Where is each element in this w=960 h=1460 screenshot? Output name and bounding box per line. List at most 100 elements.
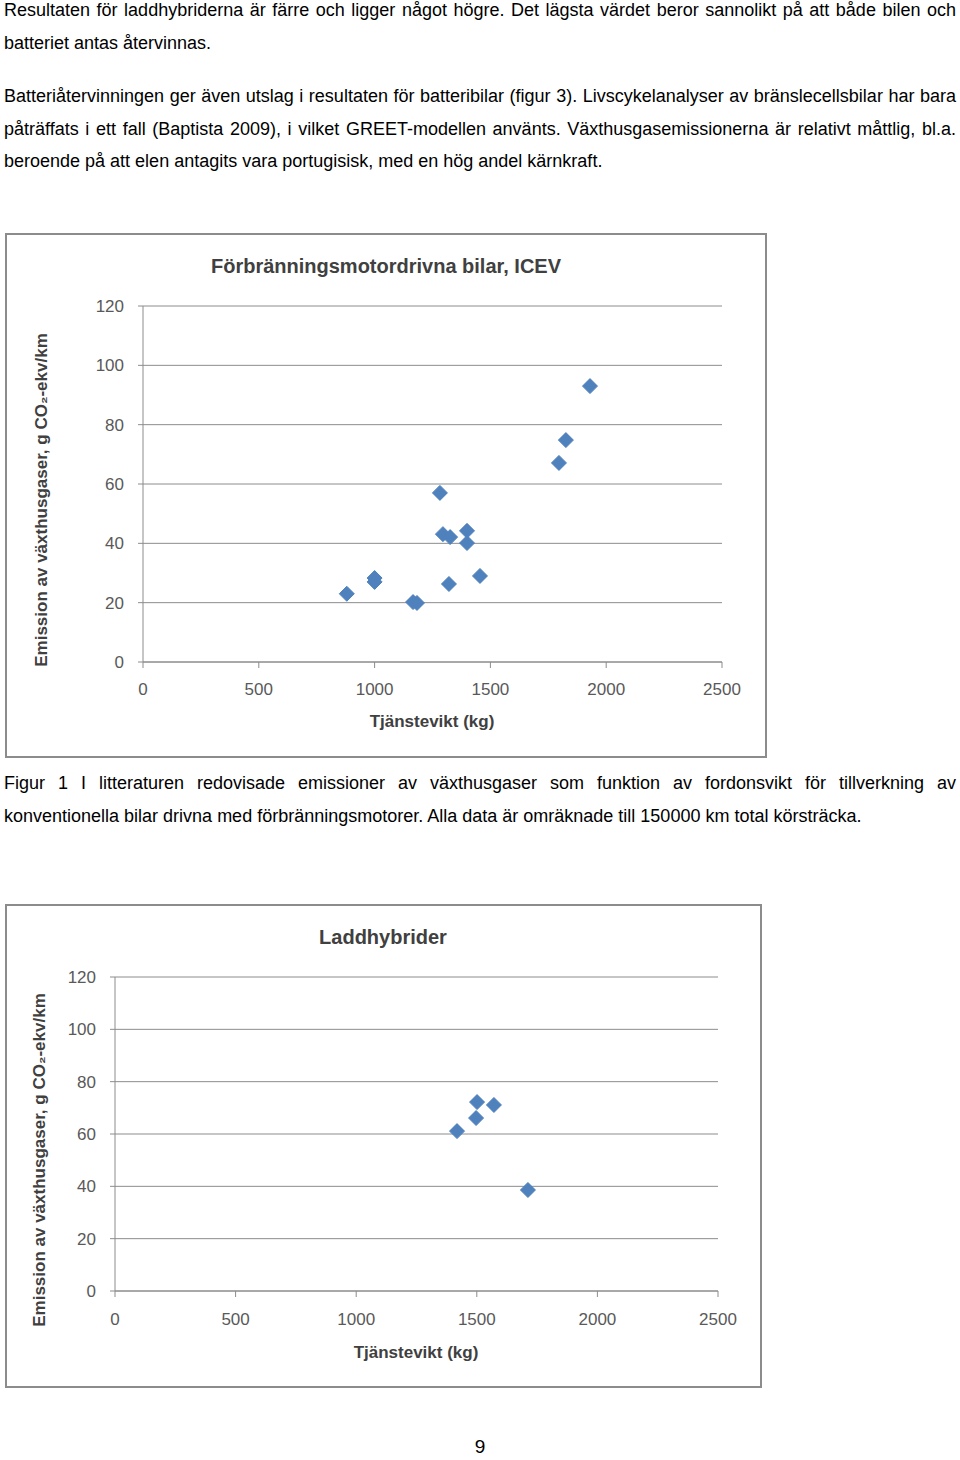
grid-line [143, 543, 722, 544]
grid-line [115, 1238, 718, 1239]
y-axis [143, 306, 144, 662]
data-point [409, 595, 424, 610]
y-tick-label: 80 [77, 1073, 96, 1092]
x-tick-label: 1500 [458, 1310, 496, 1329]
points [450, 1095, 536, 1198]
data-point [558, 433, 573, 448]
y-tick-label: 0 [87, 1282, 96, 1301]
data-point [443, 530, 458, 545]
grid-line [115, 977, 718, 978]
grid-line [115, 1029, 718, 1030]
data-point [441, 576, 456, 591]
data-point [520, 1182, 535, 1197]
x-tick [490, 662, 491, 668]
x-tick-label: 0 [110, 1310, 119, 1329]
y-tick [110, 977, 115, 978]
x-tick [597, 1291, 598, 1297]
y-tick-label: 100 [96, 356, 124, 375]
data-point [432, 485, 447, 500]
y-axis [115, 977, 116, 1291]
paragraph: Batteriåtervinningen ger även utslag i r… [4, 80, 956, 178]
data-point [472, 568, 487, 583]
chart-frame [6, 905, 761, 1387]
grid-line [143, 602, 722, 603]
y-tick [138, 306, 143, 307]
points [339, 379, 597, 611]
y-tick-label: 120 [96, 297, 124, 316]
grid-line [143, 662, 722, 663]
y-tick [110, 1029, 115, 1030]
data-point [582, 379, 597, 394]
data-point [470, 1095, 485, 1110]
y-tick [138, 424, 143, 425]
y-tick-label: 40 [105, 534, 124, 553]
grid-line [115, 1186, 718, 1187]
paragraph: Resultaten för laddhybriderna är färre o… [4, 0, 956, 59]
page-number: 9 [0, 1436, 960, 1458]
x-tick [258, 662, 259, 668]
y-tick-label: 20 [77, 1230, 96, 1249]
y-tick-label: 120 [68, 968, 96, 987]
y-tick [110, 1291, 115, 1292]
x-tick-label: 2500 [699, 1310, 737, 1329]
y-tick [110, 1186, 115, 1187]
x-tick-label: 1000 [337, 1310, 375, 1329]
y-tick [110, 1081, 115, 1082]
x-tick [374, 662, 375, 668]
chart: 02040608010012005001000150020002500Laddh… [5, 904, 762, 1388]
x-tick [115, 1291, 116, 1297]
x-tick [722, 662, 723, 668]
x-tick [143, 662, 144, 668]
data-point [551, 455, 566, 470]
x-tick [606, 662, 607, 668]
y-tick [138, 662, 143, 663]
grid-line [143, 424, 722, 425]
y-tick [110, 1238, 115, 1239]
chart-title: Laddhybrider [319, 926, 447, 948]
x-axis-label: Tjänstevikt (kg) [354, 1343, 479, 1362]
x-tick-label: 2000 [578, 1310, 616, 1329]
x-axis [115, 1291, 718, 1292]
grid-line [143, 365, 722, 366]
x-tick [356, 1291, 357, 1297]
y-tick-label: 100 [68, 1020, 96, 1039]
x-tick-label: 2000 [587, 680, 625, 699]
data-point [460, 536, 475, 551]
x-tick-label: 0 [138, 680, 147, 699]
x-tick-label: 2500 [703, 680, 741, 699]
chart: 0 20 40 60 80 100 120 0 500 1000 1500 2000 2500 Förbr… [5, 233, 767, 758]
x-axis [143, 662, 722, 663]
y-tick-label: 20 [105, 594, 124, 613]
x-tick [235, 1291, 236, 1297]
y-tick [138, 543, 143, 544]
y-tick [138, 484, 143, 485]
data-point [367, 574, 382, 589]
y-tick [110, 1134, 115, 1135]
grid-line [143, 484, 722, 485]
x-axis-label: Tjänstevikt (kg) [370, 712, 495, 731]
grid-line [115, 1081, 718, 1082]
x-tick-label: 1500 [471, 680, 509, 699]
data-point [486, 1097, 501, 1112]
y-tick-label: 0 [115, 653, 124, 672]
y-tick [138, 602, 143, 603]
chart-title: Förbränningsmotordrivna bilar, ICEV [211, 255, 562, 277]
data-point [469, 1111, 484, 1126]
grid-line [115, 1291, 718, 1292]
data-point [339, 586, 354, 601]
y-tick-label: 60 [105, 475, 124, 494]
figure-caption: Figur 1 I litteraturen redovisade emissi… [4, 767, 956, 832]
data-point [450, 1124, 465, 1139]
x-tick [476, 1291, 477, 1297]
y-tick-label: 40 [77, 1177, 96, 1196]
grid-line [115, 1134, 718, 1135]
x-tick-label: 500 [221, 1310, 249, 1329]
y-tick [138, 365, 143, 366]
grid-line [143, 306, 722, 307]
y-axis-label: Emission av växthusgaser, g CO₂-ekv/km [30, 993, 49, 1327]
x-tick-label: 500 [245, 680, 273, 699]
x-tick [718, 1291, 719, 1297]
x-tick-label: 1000 [356, 680, 394, 699]
y-tick-label: 80 [105, 416, 124, 435]
chart-frame [6, 234, 766, 757]
